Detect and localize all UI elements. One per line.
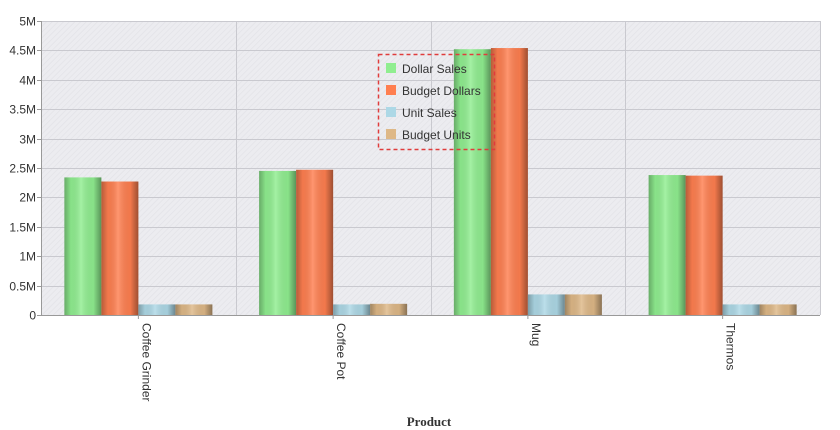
legend-swatch <box>386 63 396 73</box>
y-tick-label: 0.5M <box>9 280 36 294</box>
legend-item: Dollar Sales <box>386 62 467 76</box>
y-tick-label: 2.5M <box>9 162 36 176</box>
bar-shading <box>759 304 797 315</box>
gridlines <box>41 21 821 315</box>
legend-swatch <box>386 85 396 95</box>
bar-shading <box>175 304 213 315</box>
bar-shading <box>490 48 528 315</box>
legend: Dollar Sales Budget Dollars Unit Sales Budg… <box>377 53 496 151</box>
y-tick-label: 1.5M <box>9 221 36 235</box>
legend-item: Budget Dollars <box>386 84 481 98</box>
bar-shading <box>453 49 491 315</box>
x-tick-label: Mug <box>529 323 543 346</box>
bar-shading <box>722 304 760 315</box>
x-tick-label: Coffee Pot <box>334 323 348 380</box>
legend-label: Budget Units <box>402 128 471 142</box>
bars <box>64 48 797 315</box>
legend-item: Budget Units <box>386 128 471 142</box>
legend-swatch <box>386 129 396 139</box>
y-tick-label: 5M <box>19 15 36 29</box>
bar-shading <box>296 169 334 315</box>
y-tick-label: 2M <box>19 191 36 205</box>
legend-label: Dollar Sales <box>402 62 467 76</box>
bar-shading <box>64 177 102 315</box>
bar-shading <box>564 294 602 315</box>
legend-label: Budget Dollars <box>402 84 481 98</box>
bar-shading <box>259 170 297 315</box>
x-tick-label: Thermos <box>724 323 738 370</box>
bar-shading <box>685 175 723 315</box>
x-tick-label: Coffee Grinder <box>139 323 153 402</box>
y-tick-label: 3M <box>19 133 36 147</box>
bar-shading <box>101 181 139 315</box>
legend-item: Unit Sales <box>386 106 457 120</box>
x-axis-title: Product <box>407 414 452 429</box>
y-tick-label: 4M <box>19 74 36 88</box>
bar-shading <box>333 304 371 315</box>
bar-shading <box>648 175 686 315</box>
y-tick-label: 3.5M <box>9 103 36 117</box>
legend-frame <box>377 53 496 151</box>
bar-shading <box>527 294 565 315</box>
legend-swatch <box>386 107 396 117</box>
legend-label: Unit Sales <box>402 106 457 120</box>
bar-shading <box>138 304 176 315</box>
bar-shading <box>370 303 408 315</box>
y-tick-label: 0 <box>29 309 36 323</box>
axes: 0 0.5M 1M 1.5M 2M 2.5M 3M 3.5M 4M 4.5M 5M Coffee Gr… <box>9 15 820 402</box>
y-tick-label: 4.5M <box>9 44 36 58</box>
y-tick-label: 1M <box>19 250 36 264</box>
